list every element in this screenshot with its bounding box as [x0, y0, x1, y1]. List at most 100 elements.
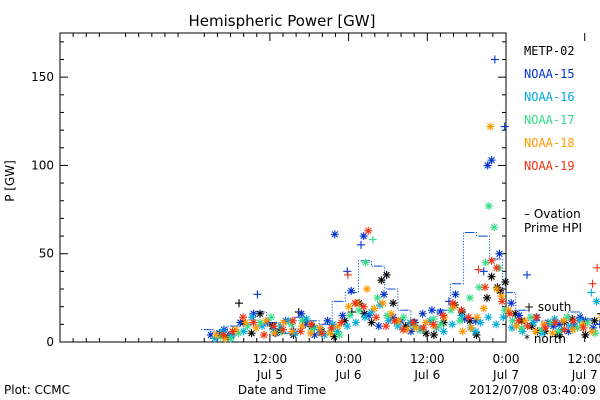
legend-item: NOAA-19	[524, 159, 575, 173]
north-point	[361, 258, 370, 267]
y-tick-label: 0	[46, 335, 54, 349]
plot-timestamp: 2012/07/08 03:40:09	[469, 383, 596, 397]
x-tick-time-label: 0:00	[493, 352, 520, 366]
north-point	[355, 306, 364, 315]
north-point	[541, 323, 550, 332]
north-point	[476, 318, 485, 327]
north-point	[487, 272, 496, 281]
north-point	[590, 316, 599, 325]
north-point	[427, 306, 436, 315]
plot-area-frame	[59, 32, 507, 343]
north-point	[464, 313, 473, 322]
north-point	[247, 329, 256, 338]
north-point	[487, 156, 496, 165]
north-point	[412, 323, 421, 332]
x-tick-time-label: 12:00	[567, 352, 600, 366]
north-point	[269, 322, 278, 331]
north-point	[569, 316, 578, 325]
north-point	[387, 309, 396, 318]
north-point	[484, 313, 493, 322]
north-point	[374, 322, 383, 331]
north-point	[399, 325, 408, 334]
north-point	[221, 334, 230, 343]
y-tick-label: 50	[39, 247, 54, 261]
north-point	[467, 323, 476, 332]
north-point	[338, 311, 347, 320]
south-point	[593, 263, 600, 272]
north-point	[327, 323, 336, 332]
south-point	[253, 290, 262, 299]
south-point	[343, 267, 352, 276]
north-point	[591, 329, 600, 338]
north-point	[531, 327, 540, 336]
north-point	[481, 283, 490, 292]
north-point	[288, 327, 297, 336]
south-point	[357, 240, 366, 249]
north-point	[484, 202, 493, 211]
north-point	[514, 316, 523, 325]
north-point	[306, 329, 315, 338]
north-point	[298, 316, 307, 325]
north-point	[587, 327, 596, 336]
north-point	[451, 290, 460, 299]
north-point	[359, 302, 368, 311]
north-point	[439, 327, 448, 336]
north-point	[481, 258, 490, 267]
north-point	[475, 283, 484, 292]
south-point	[595, 320, 600, 329]
north-point	[364, 226, 373, 235]
north-point	[559, 316, 568, 325]
north-point	[347, 286, 356, 295]
south-point	[490, 55, 499, 64]
north-point	[267, 313, 276, 322]
north-point	[532, 313, 541, 322]
south-point	[587, 288, 596, 297]
north-point	[226, 334, 235, 343]
north-point	[483, 161, 492, 170]
north-point	[367, 318, 376, 327]
north-point	[382, 270, 391, 279]
north-point	[359, 232, 368, 241]
y-axis-label: P [GW]	[3, 160, 17, 202]
north-point	[323, 316, 332, 325]
north-marker-legend: * north	[524, 332, 566, 346]
north-point	[362, 285, 371, 294]
north-point	[343, 322, 352, 331]
north-point	[307, 325, 316, 334]
legend-item: NOAA-17	[524, 113, 575, 127]
north-point	[495, 249, 504, 258]
north-point	[212, 330, 221, 339]
south-point	[522, 270, 531, 279]
north-point	[378, 299, 387, 308]
north-point	[360, 313, 369, 322]
north-point	[373, 293, 382, 302]
north-point	[326, 329, 335, 338]
north-point	[579, 323, 588, 332]
north-point	[330, 230, 339, 239]
north-point	[238, 313, 247, 322]
north-point	[219, 330, 228, 339]
south-point	[368, 235, 377, 244]
north-point	[344, 302, 353, 311]
x-tick-time-label: 0:00	[335, 352, 362, 366]
x-tick-day-label: Jul 6	[335, 368, 362, 382]
north-point	[279, 325, 287, 334]
north-point	[448, 320, 457, 329]
x-tick-time-label: 12:00	[253, 352, 288, 366]
north-point	[288, 316, 297, 325]
north-point	[206, 330, 215, 339]
x-axis: 12:00 Jul 5 0:00 Jul 6 12:00 Jul 6 0:00 Jul 7 12…	[72, 33, 600, 382]
north-point	[377, 276, 386, 285]
ovation-legend-line1: – Ovation	[524, 207, 581, 221]
north-point	[408, 318, 417, 327]
x-axis-label: Date and Time	[238, 383, 326, 397]
south-point	[500, 122, 509, 131]
north-point	[429, 320, 438, 329]
south-point	[474, 265, 483, 274]
north-point	[298, 322, 307, 331]
north-point	[448, 299, 457, 308]
north-point	[497, 292, 506, 301]
north-point	[380, 290, 389, 299]
north-point	[505, 309, 514, 318]
